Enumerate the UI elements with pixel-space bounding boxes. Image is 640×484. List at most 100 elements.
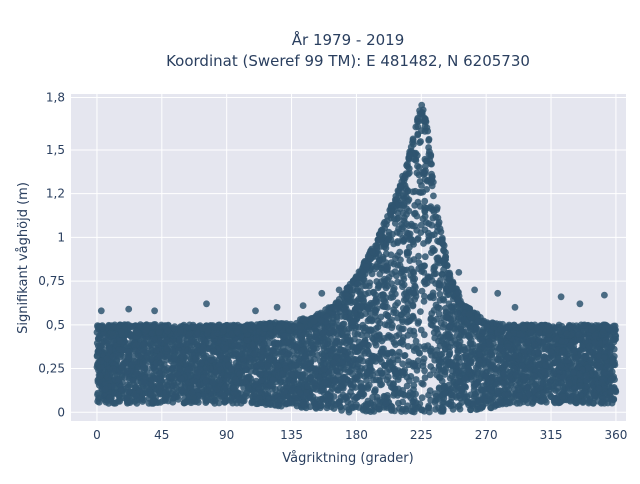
data-point <box>153 347 160 354</box>
data-point <box>384 313 391 320</box>
data-point <box>175 396 182 403</box>
data-point <box>512 352 519 359</box>
data-point <box>258 399 265 406</box>
data-point <box>411 283 418 290</box>
data-point <box>264 363 271 370</box>
data-point <box>446 349 453 356</box>
data-point <box>443 288 450 295</box>
data-point <box>480 383 487 390</box>
data-point <box>236 350 243 357</box>
data-point <box>178 375 185 382</box>
data-point <box>429 232 436 239</box>
data-point <box>428 352 435 359</box>
data-point <box>354 374 361 381</box>
data-point <box>396 405 403 412</box>
data-point <box>416 172 423 179</box>
data-point <box>397 257 404 264</box>
data-point <box>253 378 260 385</box>
data-point <box>410 328 417 335</box>
data-point <box>403 229 410 236</box>
data-point <box>394 279 401 286</box>
data-point <box>272 350 279 357</box>
data-point <box>360 405 367 412</box>
data-point <box>590 400 597 407</box>
data-point <box>270 376 277 383</box>
data-point <box>565 357 572 364</box>
data-point <box>350 318 357 325</box>
data-point <box>434 255 441 262</box>
data-point <box>391 285 398 292</box>
data-point <box>464 359 471 366</box>
data-point <box>458 386 465 393</box>
data-point <box>231 385 238 392</box>
data-point <box>251 390 258 397</box>
data-point <box>428 249 435 256</box>
data-point <box>394 299 401 306</box>
data-point <box>312 368 319 375</box>
data-point <box>289 387 296 394</box>
data-point <box>392 368 399 375</box>
data-point <box>235 396 242 403</box>
data-point <box>130 377 137 384</box>
data-point <box>334 330 341 337</box>
data-point <box>430 193 437 200</box>
data-point <box>514 340 521 347</box>
data-point <box>431 335 438 342</box>
data-point <box>427 363 434 370</box>
data-point <box>314 352 321 359</box>
data-point <box>133 369 140 376</box>
data-point <box>365 385 372 392</box>
data-point <box>416 343 423 350</box>
data-point <box>477 405 484 412</box>
data-point <box>317 396 324 403</box>
data-point <box>377 382 384 389</box>
data-point <box>328 351 335 358</box>
data-point <box>543 344 550 351</box>
data-point <box>218 353 225 360</box>
data-point <box>397 390 404 397</box>
data-point <box>453 362 460 369</box>
data-point <box>550 370 557 377</box>
data-point <box>422 374 429 381</box>
data-point <box>529 400 536 407</box>
data-point <box>157 353 164 360</box>
data-point <box>455 348 462 355</box>
data-point <box>425 137 432 144</box>
data-point <box>467 325 474 332</box>
data-point <box>133 342 140 349</box>
data-point <box>188 346 195 353</box>
data-point <box>581 354 588 361</box>
data-point <box>405 249 412 256</box>
data-point <box>566 380 573 387</box>
data-point <box>599 399 606 406</box>
data-point <box>405 332 412 339</box>
data-point <box>404 307 411 314</box>
data-point <box>248 399 255 406</box>
data-point <box>467 391 474 398</box>
data-point <box>410 188 417 195</box>
data-point <box>421 355 428 362</box>
data-point <box>440 406 447 413</box>
data-point <box>399 360 406 367</box>
data-point <box>266 356 273 363</box>
data-point <box>437 343 444 350</box>
data-point <box>418 222 425 229</box>
data-point <box>525 339 532 346</box>
data-point <box>531 372 538 379</box>
data-point <box>288 371 295 378</box>
data-point <box>116 376 123 383</box>
data-point <box>488 353 495 360</box>
data-point <box>424 342 431 349</box>
data-point <box>384 368 391 375</box>
data-point <box>336 322 343 329</box>
data-point <box>571 348 578 355</box>
data-point <box>242 378 249 385</box>
data-point <box>505 354 512 361</box>
data-point <box>421 331 428 338</box>
data-point <box>372 297 379 304</box>
data-point <box>535 349 542 356</box>
data-point <box>372 388 379 395</box>
data-point <box>304 383 311 390</box>
data-point <box>406 208 413 215</box>
data-point <box>152 394 159 401</box>
